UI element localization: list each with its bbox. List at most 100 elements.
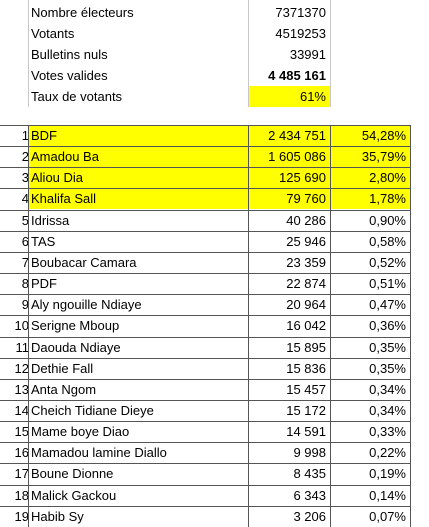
row-border [0, 294, 411, 296]
candidate-name: Serigne Mboup [31, 318, 120, 334]
rank: 17 [14, 466, 29, 482]
candidate-name: Mame boye Diao [31, 424, 130, 440]
vote-share: 0,90% [369, 212, 406, 228]
vote-share: 1,78% [330, 188, 410, 210]
candidate-name: Amadou Ba [28, 146, 248, 168]
column-border [248, 125, 249, 527]
row-border [0, 421, 411, 423]
candidate-name: PDF [31, 276, 57, 292]
row-border [0, 273, 411, 275]
vote-share: 54,28% [330, 125, 410, 146]
grid-line [330, 0, 331, 107]
candidate-name: Khalifa Sall [28, 188, 248, 210]
vote-share: 0,14% [369, 487, 406, 503]
vote-count: 15 457 [286, 381, 326, 397]
row-border [0, 209, 411, 211]
candidate-name: Mamadou lamine Diallo [31, 445, 167, 461]
summary-value: 4519253 [275, 26, 326, 41]
column-border [410, 125, 411, 527]
vote-count: 6 343 [293, 487, 326, 503]
rank: 13 [14, 381, 29, 397]
candidate-name: TAS [31, 233, 56, 249]
column-border [330, 125, 331, 527]
rank: 14 [14, 402, 29, 418]
vote-share: 0,07% [369, 508, 406, 524]
vote-count: 125 690 [248, 167, 330, 189]
vote-count: 20 964 [286, 297, 326, 313]
grid-line [248, 0, 249, 107]
rank: 8 [21, 276, 29, 292]
candidate-name: Dethie Fall [31, 360, 94, 376]
summary-label: Votes valides [31, 68, 108, 83]
rank: 15 [14, 424, 29, 440]
row-border [0, 315, 411, 317]
vote-share: 0,36% [369, 318, 406, 334]
vote-count: 8 435 [293, 466, 326, 482]
vote-share: 0,33% [369, 424, 406, 440]
row-border [0, 167, 411, 169]
row-border [0, 146, 411, 148]
vote-count: 1 605 086 [248, 146, 330, 168]
rank: 5 [21, 212, 29, 228]
row-border [0, 484, 411, 486]
row-border [0, 230, 411, 232]
rank: 7 [21, 254, 29, 270]
vote-count: 9 998 [293, 445, 326, 461]
rank: 9 [21, 297, 29, 313]
row-border [0, 463, 411, 465]
candidate-name: Cheich Tidiane Dieye [31, 402, 154, 418]
vote-share: 0,52% [369, 254, 406, 270]
vote-share: 0,35% [369, 360, 406, 376]
vote-count: 79 760 [248, 188, 330, 210]
row-border [0, 442, 411, 444]
vote-count: 14 591 [286, 424, 326, 440]
grid-line [28, 0, 29, 107]
vote-count: 25 946 [286, 233, 326, 249]
candidate-name: Anta Ngom [31, 381, 97, 397]
rank: 6 [21, 233, 29, 249]
vote-share: 0,58% [369, 233, 406, 249]
candidate-name: Malick Gackou [31, 487, 117, 503]
summary-value: 4 485 161 [268, 68, 326, 83]
candidate-name: BDF [28, 125, 248, 146]
row-border [0, 399, 411, 401]
row-border [0, 505, 411, 507]
summary-label: Taux de votants [31, 89, 123, 104]
summary-label: Nombre électeurs [31, 5, 134, 20]
vote-share: 0,22% [369, 445, 406, 461]
vote-share: 0,19% [369, 466, 406, 482]
candidate-name: Boubacar Camara [31, 254, 137, 270]
summary-value: 61% [248, 86, 330, 107]
rank: 16 [14, 445, 29, 461]
vote-count: 2 434 751 [248, 125, 330, 146]
rank: 3 [21, 170, 29, 186]
row-border [0, 188, 411, 190]
vote-share: 0,34% [369, 402, 406, 418]
row-border [0, 378, 411, 380]
column-border [28, 125, 29, 527]
candidate-name: Aly ngouille Ndiaye [31, 297, 142, 313]
row-border [0, 125, 411, 126]
vote-share: 0,51% [369, 276, 406, 292]
vote-count: 15 172 [286, 402, 326, 418]
row-border [0, 357, 411, 359]
summary-value: 7371370 [275, 5, 326, 20]
row-border [0, 336, 411, 338]
vote-share: 35,79% [330, 146, 410, 168]
summary-label: Bulletins nuls [31, 47, 108, 62]
vote-share: 0,34% [369, 381, 406, 397]
vote-count: 3 206 [293, 508, 326, 524]
summary-label: Votants [31, 26, 75, 41]
candidate-name: Aliou Dia [28, 167, 248, 189]
candidate-name: Boune Dionne [31, 466, 114, 482]
vote-count: 40 286 [286, 212, 326, 228]
vote-share: 2,80% [330, 167, 410, 189]
rank: 11 [15, 339, 30, 355]
vote-share: 0,35% [369, 339, 406, 355]
candidate-name: Habib Sy [31, 508, 84, 524]
summary-value: 33991 [289, 47, 326, 62]
candidate-name: Daouda Ndiaye [31, 339, 121, 355]
candidate-name: Idrissa [31, 212, 70, 228]
vote-count: 23 359 [286, 254, 326, 270]
